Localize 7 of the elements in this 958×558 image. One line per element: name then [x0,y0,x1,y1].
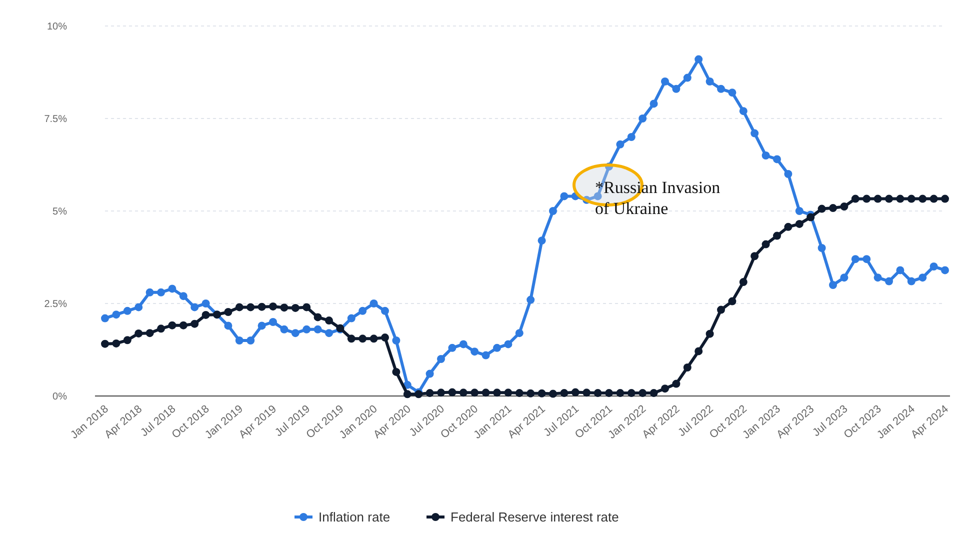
y-tick-label: 7.5% [44,114,68,125]
y-tick-label: 0% [52,392,68,402]
legend-label: Federal Reserve interest rate [450,510,619,525]
y-tick-label: 5% [52,206,68,218]
legend-label: Inflation rate [318,510,390,525]
y-tick-label: 2.5% [44,299,68,310]
y-tick-label: 10% [46,22,68,32]
